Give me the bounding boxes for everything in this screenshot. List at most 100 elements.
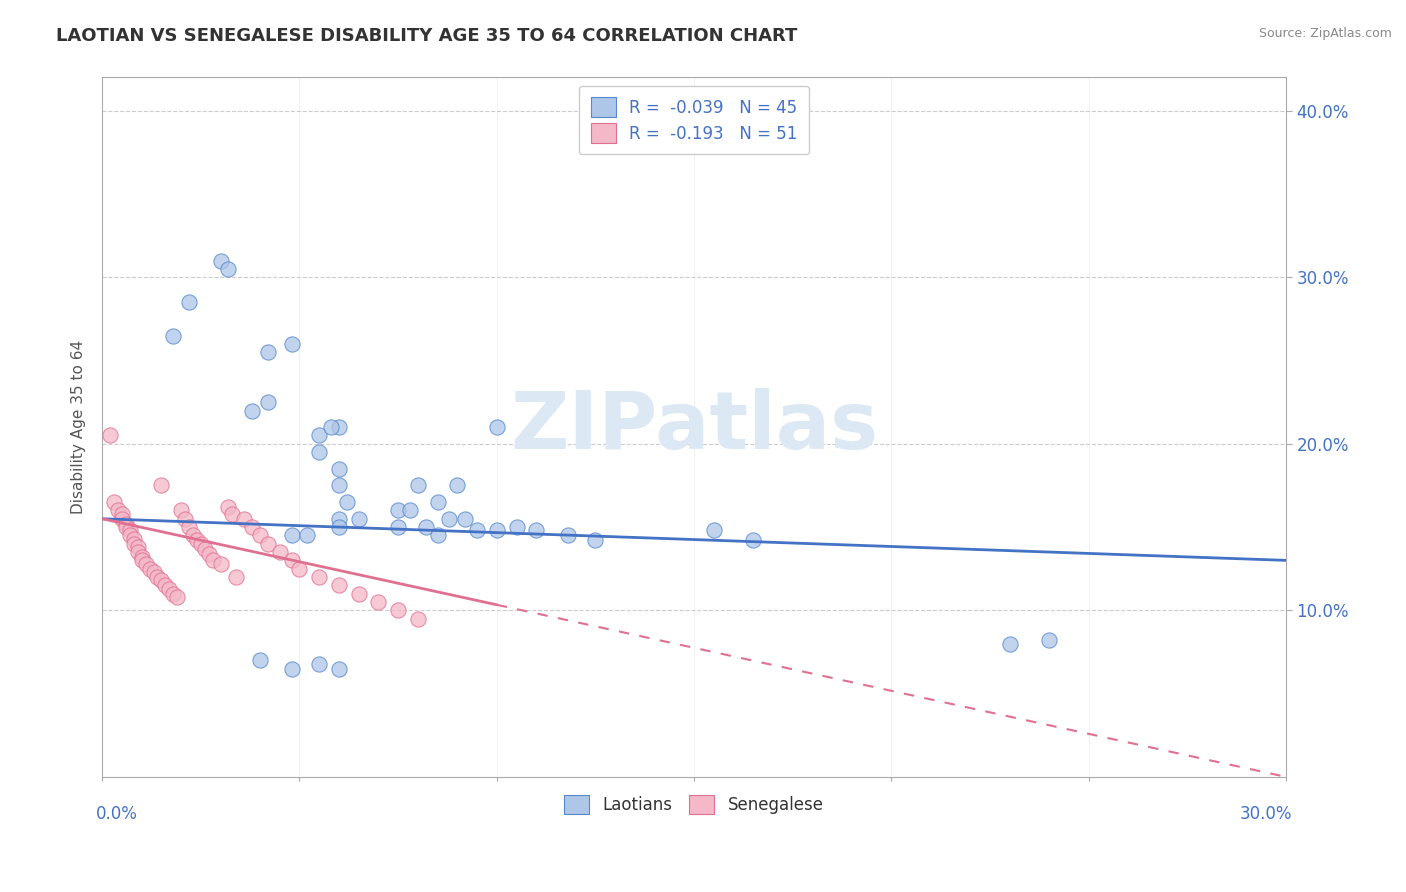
Point xyxy=(280,662,302,676)
Point xyxy=(122,537,145,551)
Point xyxy=(328,578,350,592)
Text: 0.0%: 0.0% xyxy=(96,805,138,822)
Point xyxy=(426,528,449,542)
Point xyxy=(557,528,579,542)
Point xyxy=(415,520,437,534)
Point xyxy=(115,520,138,534)
Point xyxy=(240,403,263,417)
Point xyxy=(485,524,508,538)
Point xyxy=(387,503,409,517)
Point xyxy=(157,582,180,596)
Point xyxy=(150,478,173,492)
Point xyxy=(280,553,302,567)
Point xyxy=(225,570,247,584)
Point xyxy=(122,532,145,546)
Point xyxy=(194,541,217,556)
Point xyxy=(186,533,208,548)
Point xyxy=(150,574,173,588)
Point xyxy=(201,553,224,567)
Point xyxy=(328,462,350,476)
Point xyxy=(505,520,527,534)
Point xyxy=(485,420,508,434)
Point xyxy=(1038,633,1060,648)
Point xyxy=(288,562,311,576)
Point xyxy=(465,524,488,538)
Point xyxy=(426,495,449,509)
Point xyxy=(446,478,468,492)
Point xyxy=(439,512,461,526)
Point xyxy=(209,253,232,268)
Point xyxy=(524,524,547,538)
Point xyxy=(127,540,149,554)
Point xyxy=(280,337,302,351)
Point xyxy=(127,545,149,559)
Point xyxy=(131,549,153,564)
Point xyxy=(328,662,350,676)
Point xyxy=(197,547,219,561)
Point xyxy=(328,520,350,534)
Point xyxy=(166,590,188,604)
Point xyxy=(347,512,370,526)
Point xyxy=(162,587,184,601)
Point xyxy=(387,520,409,534)
Point xyxy=(170,503,193,517)
Point xyxy=(174,512,197,526)
Point xyxy=(103,495,125,509)
Point xyxy=(177,520,200,534)
Point xyxy=(328,512,350,526)
Point xyxy=(257,395,280,409)
Point xyxy=(308,657,330,671)
Text: LAOTIAN VS SENEGALESE DISABILITY AGE 35 TO 64 CORRELATION CHART: LAOTIAN VS SENEGALESE DISABILITY AGE 35 … xyxy=(56,27,797,45)
Point xyxy=(115,516,138,531)
Point xyxy=(328,420,350,434)
Point xyxy=(177,295,200,310)
Point xyxy=(406,612,429,626)
Point xyxy=(998,637,1021,651)
Point xyxy=(135,557,157,571)
Legend: Laotians, Senegalese: Laotians, Senegalese xyxy=(554,785,834,824)
Point xyxy=(387,603,409,617)
Point xyxy=(111,507,134,521)
Point xyxy=(336,495,359,509)
Point xyxy=(233,512,256,526)
Point xyxy=(399,503,422,517)
Point xyxy=(142,565,165,579)
Point xyxy=(328,478,350,492)
Point xyxy=(181,528,204,542)
Point xyxy=(297,528,319,542)
Point xyxy=(98,428,121,442)
Point xyxy=(249,528,271,542)
Point xyxy=(269,545,291,559)
Point xyxy=(280,528,302,542)
Point xyxy=(703,524,725,538)
Point xyxy=(118,524,141,538)
Point xyxy=(347,587,370,601)
Point xyxy=(221,507,243,521)
Point xyxy=(217,262,239,277)
Point xyxy=(240,520,263,534)
Point xyxy=(308,570,330,584)
Point xyxy=(111,512,134,526)
Point xyxy=(257,345,280,359)
Point xyxy=(308,445,330,459)
Point xyxy=(742,533,765,548)
Point xyxy=(454,512,477,526)
Point xyxy=(131,553,153,567)
Point xyxy=(406,478,429,492)
Point xyxy=(209,557,232,571)
Text: 30.0%: 30.0% xyxy=(1239,805,1292,822)
Point xyxy=(308,428,330,442)
Point xyxy=(162,328,184,343)
Point xyxy=(367,595,389,609)
Text: Source: ZipAtlas.com: Source: ZipAtlas.com xyxy=(1258,27,1392,40)
Point xyxy=(146,570,169,584)
Point xyxy=(249,653,271,667)
Point xyxy=(190,537,212,551)
Point xyxy=(118,528,141,542)
Y-axis label: Disability Age 35 to 64: Disability Age 35 to 64 xyxy=(72,340,86,514)
Point xyxy=(107,503,129,517)
Point xyxy=(257,537,280,551)
Point xyxy=(138,562,160,576)
Text: ZIPatlas: ZIPatlas xyxy=(510,388,879,467)
Point xyxy=(155,578,177,592)
